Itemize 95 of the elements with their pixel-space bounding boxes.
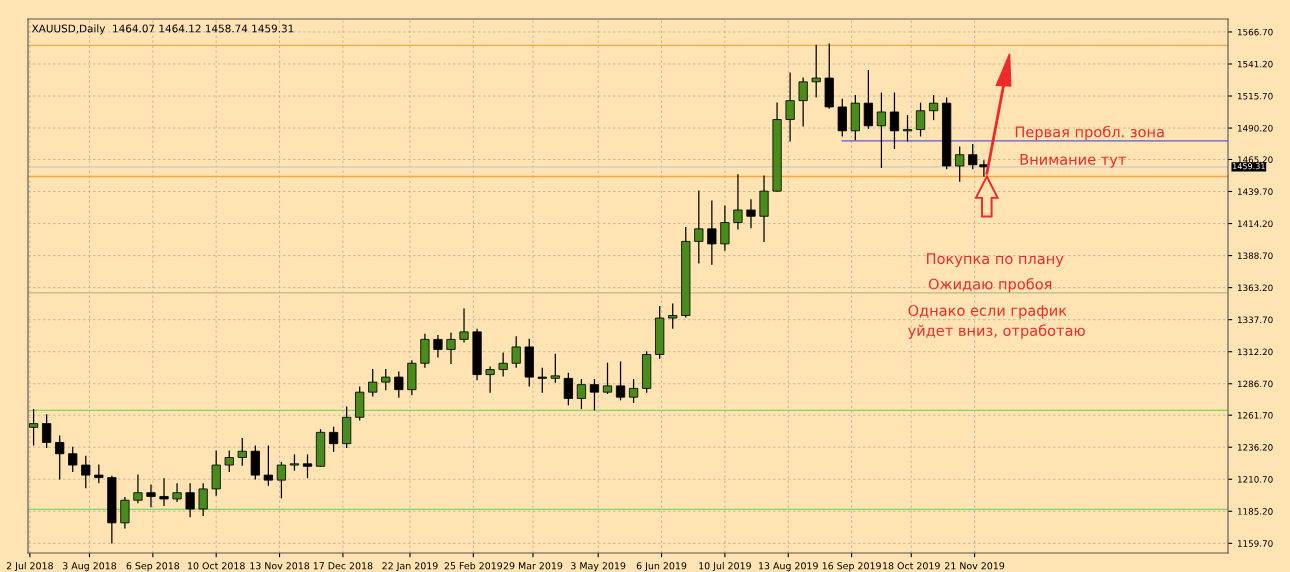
candlestick: [433, 335, 443, 358]
x-tick-label: 10 Oct 2018: [188, 562, 245, 570]
candlestick: [563, 372, 573, 406]
candlestick: [237, 438, 247, 466]
annotation: Однако если график уйдет вниз, отработаю: [908, 304, 1085, 339]
candlestick: [902, 115, 913, 142]
candlestick: [550, 353, 560, 383]
candlestick: [81, 455, 91, 489]
candlestick: [68, 446, 78, 472]
candlestick: [420, 333, 430, 368]
candlestick: [668, 303, 678, 329]
candlestick: [498, 352, 508, 377]
candlestick: [302, 454, 313, 479]
candlestick: [368, 368, 378, 397]
candlestick: [133, 474, 143, 504]
y-tick-label: 1337.70: [1237, 316, 1273, 324]
x-tick-label: 17 Dec 2018: [313, 562, 373, 570]
candlestick: [837, 98, 847, 137]
chart-title: XAUUSD,Daily 1464.07 1464.12 1458.74 1459.31: [31, 24, 294, 35]
candlestick: [485, 366, 495, 393]
candlestick: [328, 426, 339, 452]
x-tick-label: 25 Feb 2019: [444, 562, 503, 570]
x-tick-label: 3 Aug 2018: [62, 562, 117, 572]
candlestick: [537, 367, 547, 393]
candlestick: [707, 200, 717, 265]
candlestick: [185, 483, 195, 518]
y-tick-label: 1465.20: [1237, 156, 1273, 163]
x-tick-label: 22 Jan 2019: [382, 562, 438, 572]
candlestick: [381, 368, 391, 391]
annotation: Ожидаю пробоя: [928, 277, 1052, 293]
candlestick: [876, 92, 887, 168]
candlestick: [733, 174, 743, 230]
y-tick-label: 1490.20: [1237, 124, 1273, 132]
x-tick-label: 6 Jun 2019: [636, 562, 687, 572]
y-tick-label: 1286.70: [1237, 380, 1273, 388]
candlestick: [28, 409, 39, 446]
candlestick: [172, 483, 182, 503]
candlestick: [955, 146, 965, 182]
candlestick: [211, 450, 221, 496]
annotation: Первая пробл. зона: [1015, 125, 1164, 141]
candlestick: [615, 361, 626, 401]
candlestick: [602, 362, 613, 395]
candlestick: [863, 69, 873, 129]
candlestick: [889, 92, 900, 150]
annotation: Покупка по плану: [927, 253, 1064, 268]
candlestick: [628, 378, 639, 403]
y-tick-label: 1515.70: [1237, 92, 1273, 100]
candlestick: [42, 414, 52, 449]
x-tick-label: 21 Nov 2019: [945, 562, 1005, 570]
candlestick: [198, 483, 208, 516]
candlestick: [394, 371, 404, 398]
y-tick-label: 1159.70: [1237, 540, 1273, 547]
y-tick-label: 1414.20: [1237, 220, 1273, 227]
candlestick: [159, 478, 169, 506]
candlestick: [720, 205, 730, 251]
x-tick-label: 16 Sep 2019: [822, 562, 881, 572]
x-tick-label: 3 May 2019: [571, 562, 626, 572]
candlestick: [120, 497, 130, 529]
candlestick: [263, 445, 273, 486]
candlestick: [811, 44, 821, 98]
candlestick: [928, 95, 939, 121]
x-tick-label: 29 Mar 2019: [503, 562, 563, 570]
candlestick: [589, 378, 600, 411]
x-tick-label: 13 Aug 2019: [759, 562, 818, 572]
x-tick-label: 13 Nov 2018: [250, 562, 310, 570]
ref-line-label: 1459.31: [1233, 163, 1265, 170]
candlestick: [576, 378, 587, 410]
y-tick-label: 1210.70: [1237, 476, 1273, 483]
y-tick-label: 1261.70: [1237, 412, 1273, 419]
candlestick: [250, 445, 260, 480]
annotation: Внимание тут: [1020, 154, 1126, 168]
candlestick: [459, 308, 469, 343]
y-tick-label: 1185.20: [1237, 508, 1273, 515]
candlestick: [798, 77, 808, 127]
x-tick-label: 6 Sep 2018: [126, 562, 180, 572]
candlestick: [915, 102, 926, 137]
candlestick: [511, 336, 521, 368]
y-tick-label: 1566.70: [1237, 28, 1273, 36]
candlestick: [276, 461, 287, 499]
candlestick: [55, 435, 65, 480]
x-tick-label: 10 Jul 2019: [699, 562, 751, 572]
y-tick-label: 1312.20: [1237, 348, 1273, 356]
x-tick-label: 18 Oct 2019: [883, 562, 940, 570]
candlestick: [785, 72, 795, 142]
y-tick-label: 1541.20: [1237, 60, 1273, 68]
y-tick-label: 1388.70: [1237, 252, 1273, 260]
candlestick: [146, 484, 156, 508]
candlestick: [746, 199, 756, 229]
y-tick-label: 1439.70: [1237, 188, 1273, 195]
x-tick-label: 2 Jul 2018: [6, 562, 53, 572]
candlestick: [224, 450, 234, 472]
y-tick-label: 1363.20: [1237, 284, 1273, 292]
candlestick: [694, 190, 704, 264]
candlestick: [446, 332, 456, 364]
y-tick-label: 1236.20: [1237, 444, 1273, 451]
